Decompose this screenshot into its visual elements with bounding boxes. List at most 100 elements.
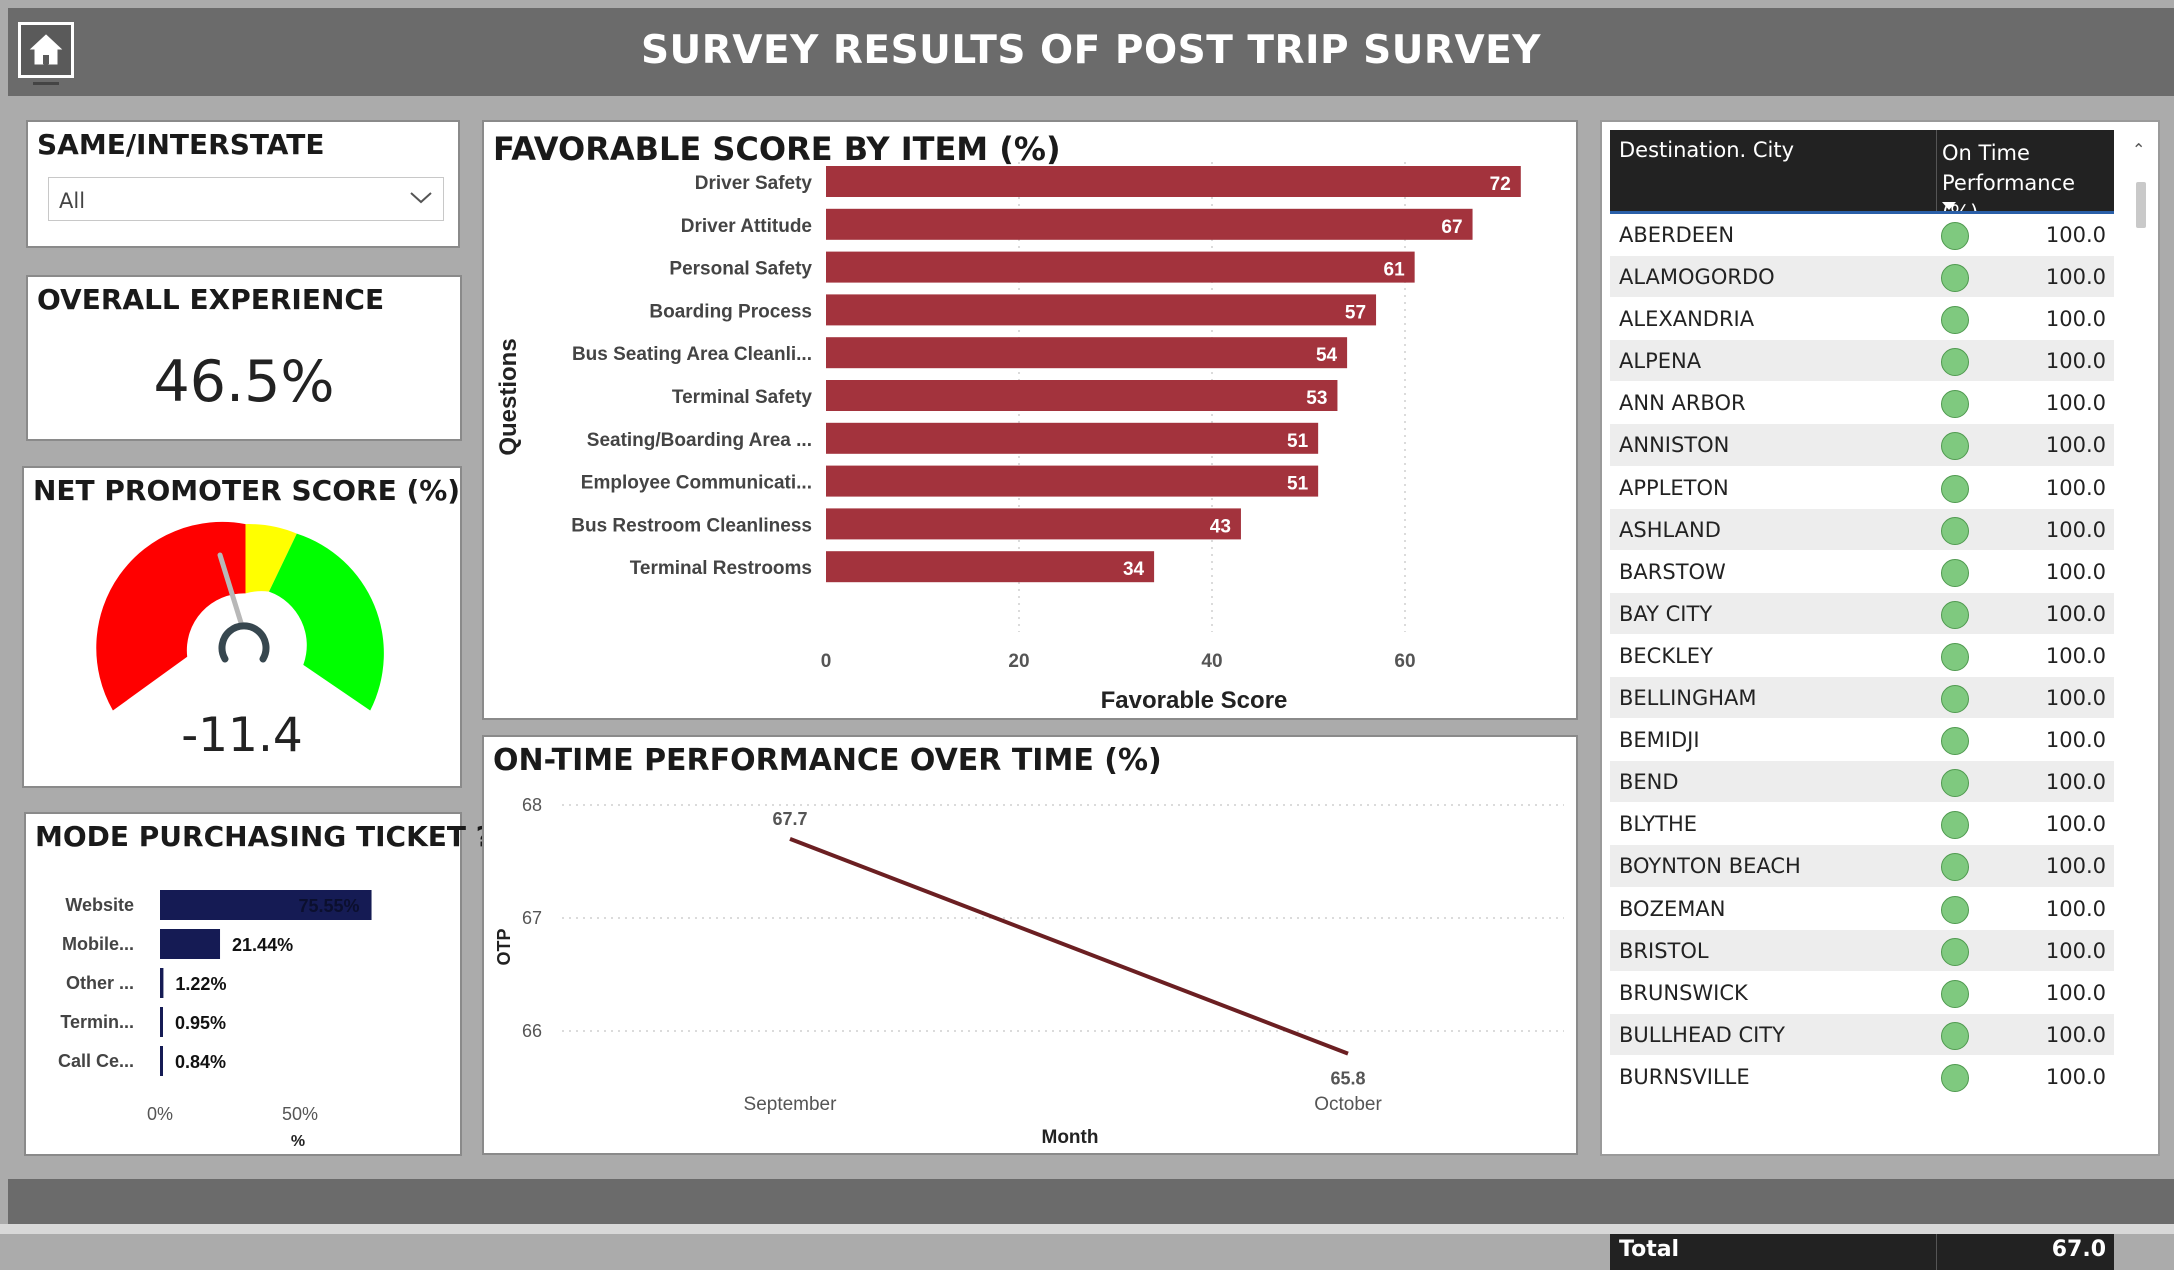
category-label: Bus Restroom Cleanliness bbox=[571, 515, 812, 536]
otp-cell: 100.0 bbox=[2045, 770, 2106, 795]
y-axis-title: Questions bbox=[495, 338, 522, 455]
dropdown-value: All bbox=[59, 189, 86, 213]
bar-value-label: 51 bbox=[1287, 474, 1309, 495]
otp-cell: 100.0 bbox=[2045, 643, 2106, 668]
otp-cell: 100.0 bbox=[2045, 980, 2106, 1005]
table-row[interactable]: BARSTOW 100.0 bbox=[1610, 550, 2114, 593]
nps-title: NET PROMOTER SCORE (%) bbox=[33, 474, 461, 507]
table-row[interactable]: ALPENA 100.0 bbox=[1610, 340, 2114, 383]
mode-purchasing-title: MODE PURCHASING TICKET ? bbox=[35, 820, 492, 853]
sort-descending-icon[interactable] bbox=[1942, 202, 1956, 210]
table-row[interactable]: ANN ARBOR 100.0 bbox=[1610, 382, 2114, 425]
same-interstate-dropdown[interactable]: All bbox=[48, 177, 444, 221]
gauge-needle bbox=[217, 552, 245, 629]
bar-value-label: 43 bbox=[1210, 516, 1231, 537]
otp-cell: 100.0 bbox=[2045, 475, 2106, 500]
gauge-red-segment bbox=[96, 521, 246, 711]
table-row[interactable]: BULLHEAD CITY 100.0 bbox=[1610, 1013, 2114, 1056]
category-label: Termin... bbox=[60, 1012, 134, 1032]
category-label: Boarding Process bbox=[649, 301, 812, 322]
bar-value-label: 61 bbox=[1384, 260, 1406, 281]
table-row[interactable]: ASHLAND 100.0 bbox=[1610, 508, 2114, 551]
otp-chart: 66 67 68 67.7 65.8 September October Month OTP bbox=[494, 795, 1564, 1148]
table-scrollbar[interactable]: ⌃ ⌄ bbox=[2130, 130, 2150, 1230]
table-row[interactable]: ALAMOGORDO 100.0 bbox=[1610, 256, 2114, 299]
table-row[interactable]: BEMIDJI 100.0 bbox=[1610, 719, 2114, 762]
status-circle-icon bbox=[1941, 895, 1969, 924]
otp-card: ON-TIME PERFORMANCE OVER TIME (%) 66 67 68… bbox=[482, 735, 1578, 1155]
table-row[interactable]: ALEXANDRIA 100.0 bbox=[1610, 298, 2114, 341]
bar-value-label: 75.55% bbox=[298, 896, 359, 916]
city-cell: BURNSVILLE bbox=[1619, 1064, 1750, 1089]
city-cell: BEMIDJI bbox=[1619, 728, 1700, 753]
city-cell: BARSTOW bbox=[1619, 559, 1726, 584]
data-label: 67.7 bbox=[772, 809, 807, 829]
category-label: Website bbox=[65, 895, 134, 915]
nps-value: -11.4 bbox=[181, 708, 303, 763]
otp-cell: 100.0 bbox=[2045, 223, 2106, 247]
bar-value-label: 54 bbox=[1316, 345, 1338, 366]
bar bbox=[160, 1007, 163, 1037]
scroll-thumb[interactable] bbox=[2136, 182, 2146, 228]
bar bbox=[826, 166, 1521, 197]
x-axis-title: % bbox=[291, 1133, 305, 1150]
bar-value-label: 72 bbox=[1490, 174, 1511, 195]
column-header-city[interactable]: Destination. City bbox=[1619, 138, 1795, 162]
otp-cell: 100.0 bbox=[2045, 559, 2106, 584]
category-label: Terminal Safety bbox=[672, 387, 813, 408]
status-circle-icon bbox=[1941, 222, 1969, 250]
home-button[interactable] bbox=[18, 22, 74, 85]
bar bbox=[826, 380, 1338, 411]
otp-cell: 100.0 bbox=[2045, 896, 2106, 921]
x-tick-label: September bbox=[744, 1094, 838, 1115]
otp-cell: 100.0 bbox=[2045, 391, 2106, 416]
table-row[interactable]: BEND 100.0 bbox=[1610, 761, 2114, 804]
otp-cell: 100.0 bbox=[2045, 601, 2106, 626]
table-row[interactable]: BELLINGHAM 100.0 bbox=[1610, 677, 2114, 720]
status-circle-icon bbox=[1941, 642, 1969, 671]
status-circle-icon bbox=[1941, 264, 1969, 293]
bar bbox=[160, 968, 164, 998]
otp-series-line bbox=[789, 837, 1349, 1056]
otp-cell: 100.0 bbox=[2045, 854, 2106, 879]
bar bbox=[826, 422, 1319, 454]
table-row[interactable]: BOZEMAN 100.0 bbox=[1610, 887, 2114, 930]
x-axis-title: Month bbox=[1042, 1127, 1099, 1148]
gauge-hub bbox=[218, 622, 270, 663]
city-cell: BULLHEAD CITY bbox=[1619, 1022, 1785, 1047]
scroll-up-icon[interactable]: ⌃ bbox=[2132, 140, 2146, 159]
nps-gauge bbox=[96, 521, 384, 711]
x-tick-label: 50% bbox=[282, 1104, 318, 1124]
city-cell: ABERDEEN bbox=[1619, 223, 1735, 247]
destination-table-card: Destination. City On Time Performance (%… bbox=[1600, 120, 2160, 1270]
table-row[interactable]: BECKLEY 100.0 bbox=[1610, 634, 2114, 678]
city-cell: BOZEMAN bbox=[1619, 896, 1726, 921]
table-row[interactable]: ANNISTON 100.0 bbox=[1610, 424, 2114, 467]
table-row[interactable]: BURNSVILLE 100.0 bbox=[1610, 1055, 2114, 1098]
table-row[interactable]: BLYTHE 100.0 bbox=[1610, 803, 2114, 846]
table-row[interactable]: BOYNTON BEACH 100.0 bbox=[1610, 845, 2114, 888]
status-circle-icon bbox=[1941, 853, 1969, 882]
city-cell: BOYNTON BEACH bbox=[1619, 854, 1801, 879]
table-row[interactable]: BRISTOL 100.0 bbox=[1610, 929, 2114, 972]
otp-cell: 100.0 bbox=[2045, 1022, 2106, 1047]
mode-purchasing-chart: 75.55% Website 21.44% Mobile... 1.22% Other .… bbox=[58, 890, 372, 1150]
status-circle-icon bbox=[1941, 1021, 1969, 1050]
table-row[interactable]: APPLETON 100.0 bbox=[1610, 466, 2114, 509]
status-circle-icon bbox=[1941, 432, 1969, 461]
city-cell: ANN ARBOR bbox=[1619, 391, 1746, 416]
category-label: Terminal Restrooms bbox=[630, 558, 812, 579]
otp-cell: 100.0 bbox=[2045, 517, 2106, 542]
table-row[interactable]: BAY CITY 100.0 bbox=[1610, 592, 2114, 635]
table-row[interactable]: ABERDEEN 100.0 bbox=[1610, 214, 2114, 257]
bar bbox=[160, 890, 372, 920]
category-label: Personal Safety bbox=[669, 259, 812, 280]
otp-cell: 100.0 bbox=[2045, 938, 2106, 963]
table-row[interactable]: BRUNSWICK 100.0 bbox=[1610, 971, 2114, 1014]
bar bbox=[160, 1046, 163, 1076]
category-label: Employee Communicati... bbox=[581, 473, 812, 494]
category-label: Driver Attitude bbox=[681, 216, 812, 237]
total-value: 67.0 bbox=[2051, 1237, 2106, 1262]
report-header: SURVEY RESULTS OF POST TRIP SURVEY bbox=[8, 8, 2174, 96]
bar bbox=[826, 208, 1473, 240]
